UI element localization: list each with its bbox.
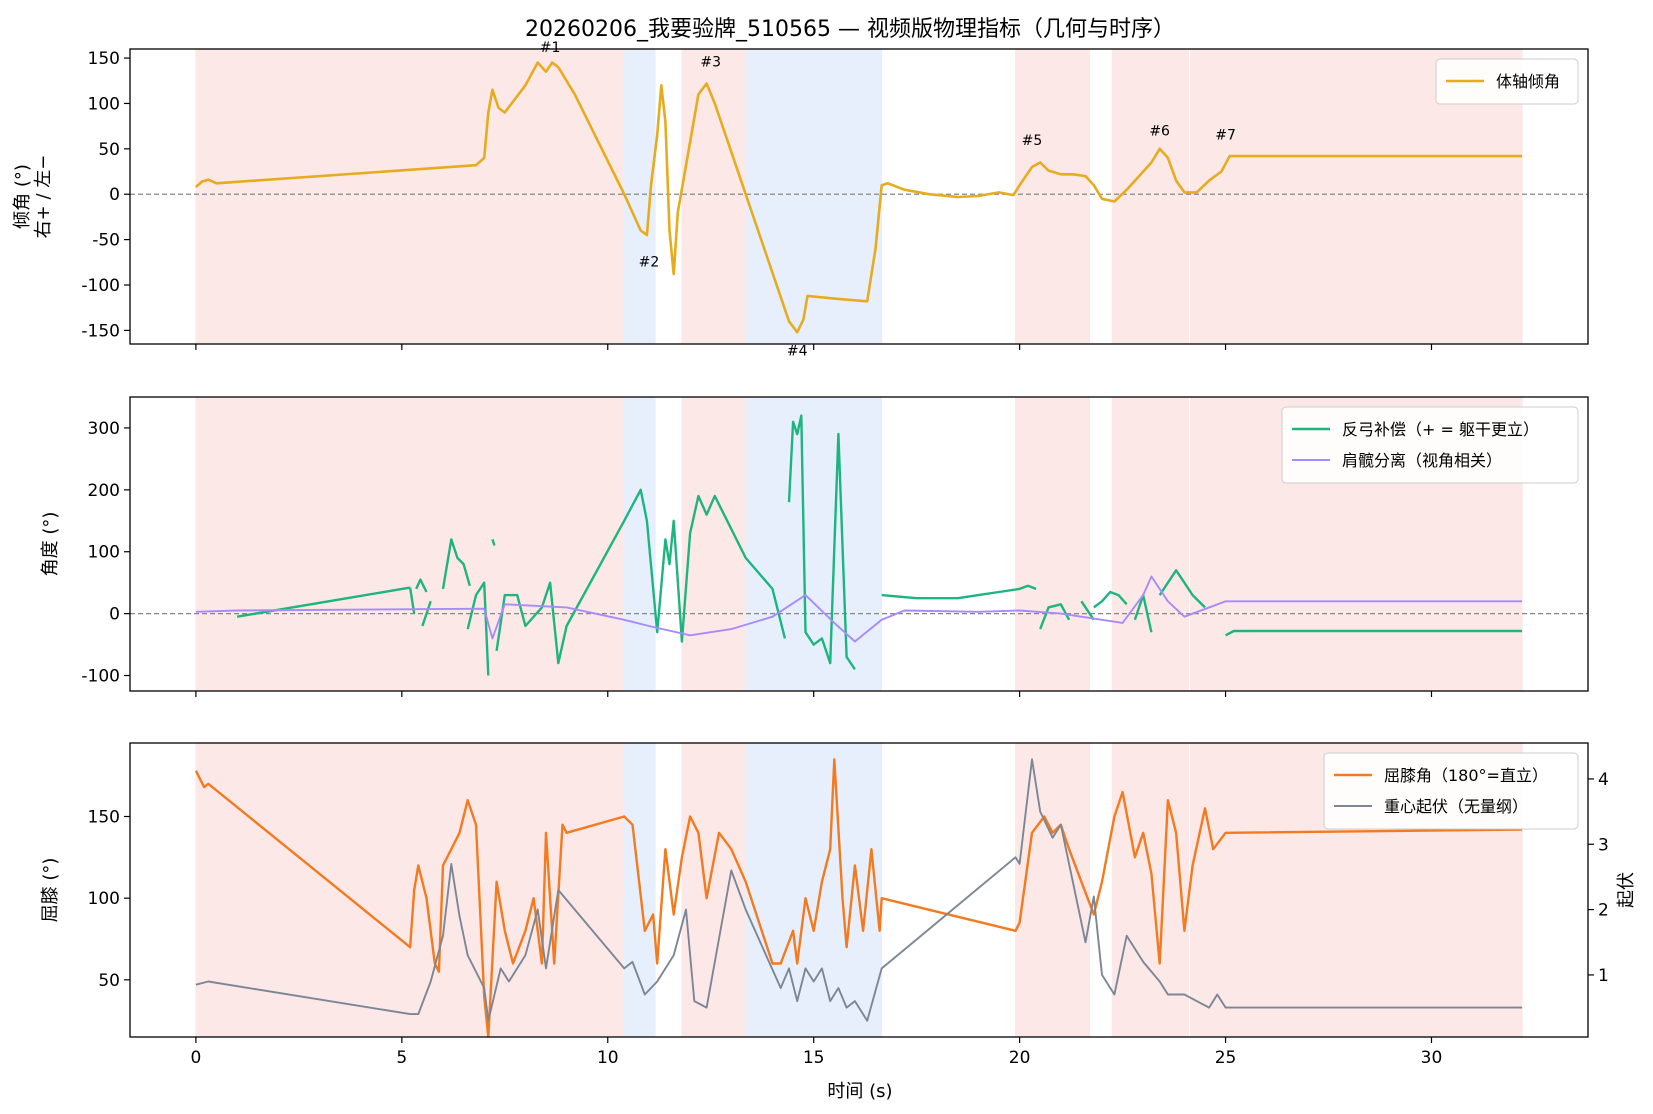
x-axis-label: 时间 (s) [827, 1081, 892, 1102]
series-1-line-0 [236, 586, 411, 618]
phase-band-3 [745, 48, 883, 345]
y-tick-label: 0 [109, 605, 120, 625]
x-tick-label: 0 [190, 1048, 201, 1068]
series-1-line-0 [195, 61, 1523, 334]
series-1-line-7 [495, 488, 787, 665]
phase-band-1 [623, 396, 656, 692]
series-2-line-0 [195, 758, 1523, 1022]
y2-tick-label: 2 [1598, 901, 1609, 921]
y-tick-label: 100 [88, 889, 120, 909]
y-tick-label: 0 [109, 185, 120, 205]
phase-band-0 [195, 396, 625, 692]
y-axis-label: 屈膝 (°) [40, 858, 61, 923]
y2-tick-label: 1 [1598, 966, 1609, 986]
series-1-line-9 [881, 584, 1037, 600]
x-tick-label: 20 [1009, 1048, 1031, 1068]
y-tick-label: 50 [98, 140, 120, 160]
series-1-line-2 [415, 578, 428, 593]
peak-annotation: #7 [1215, 127, 1236, 143]
phase-band-2 [681, 742, 747, 1038]
phase-band-2 [681, 48, 747, 345]
y-tick-label: -100 [81, 276, 120, 296]
panel-1: -150 -100 -50 0 50 100 150 倾角 (°) 右+ / 左− #1 #2 #3 #… [12, 40, 1589, 359]
legend-box [1323, 752, 1579, 830]
phase-band-3 [745, 742, 883, 1038]
chart-title: 20260206_我要验牌_510565 — 视频版物理指标（几何与时序） [525, 17, 1175, 42]
y-tick-label: -100 [81, 667, 120, 687]
phase-band-4 [1015, 48, 1091, 345]
phase-band-2 [681, 396, 747, 692]
phase-band-0 [195, 48, 625, 345]
y-axis-label: 右+ / 左− [33, 155, 54, 239]
y2-tick-label: 3 [1598, 835, 1609, 855]
series-2-line-0 [195, 575, 1523, 643]
peak-annotation: #4 [787, 343, 808, 359]
phase-band-5 [1111, 396, 1189, 692]
y-tick-label: 100 [88, 543, 120, 563]
y-tick-label: 150 [88, 808, 120, 828]
series-1-line-3 [421, 600, 432, 627]
legend: 屈膝角（180°=直立） 重心起伏（无量纲） [1323, 752, 1579, 830]
y-tick-label: 100 [88, 94, 120, 114]
legend-label: 屈膝角（180°=直立） [1384, 766, 1548, 785]
series-1-line-5 [466, 581, 490, 676]
legend-box [1435, 58, 1579, 105]
y2-tick-label: 4 [1598, 770, 1609, 790]
series-1-line-6 [491, 539, 496, 546]
legend-box [1281, 406, 1579, 484]
legend-label: 重心起伏（无量纲） [1384, 797, 1528, 816]
x-tick-label: 10 [597, 1048, 619, 1068]
y-tick-label: -50 [92, 231, 120, 251]
series-1-line-0 [194, 758, 1523, 1037]
series-1-line-10 [1039, 603, 1071, 630]
axes-frame [129, 742, 1589, 1038]
series-1-line-14 [1158, 569, 1206, 609]
peak-annotation: #2 [639, 254, 660, 270]
panel-3: 0 5 10 15 20 25 30 50 100 150 1 2 3 4 起伏 屈膝 (°) 屈膝角（180°… [40, 742, 1637, 1068]
panel-2: -100 0 100 200 300 角度 (°) 反弓补偿（+ = 躯干更立） 肩髋分离（视… [40, 396, 1589, 697]
peak-annotation: #3 [700, 55, 721, 71]
legend-label: 肩髋分离（视角相关） [1342, 451, 1502, 470]
peak-annotation: #5 [1022, 133, 1043, 149]
phase-band-4 [1015, 742, 1091, 1038]
axes-frame [129, 396, 1589, 692]
peak-annotation: #1 [540, 40, 561, 56]
phase-band-0 [195, 742, 625, 1038]
legend: 体轴倾角 [1435, 58, 1579, 105]
y-tick-label: 200 [88, 481, 120, 501]
phase-band-5 [1111, 48, 1189, 345]
legend-label: 体轴倾角 [1496, 72, 1560, 91]
series-1-line-8 [787, 414, 856, 670]
axes-frame [129, 48, 1589, 345]
legend: 反弓补偿（+ = 躯干更立） 肩髋分离（视角相关） [1281, 406, 1579, 484]
peak-annotation: #6 [1149, 124, 1170, 140]
legend-label: 反弓补偿（+ = 躯干更立） [1342, 420, 1539, 439]
y-tick-label: -150 [81, 321, 120, 341]
y-tick-label: 50 [98, 971, 120, 991]
x-tick-label: 30 [1421, 1048, 1443, 1068]
phase-band-5 [1111, 742, 1189, 1038]
series-1-line-4 [441, 538, 471, 590]
x-tick-label: 25 [1215, 1048, 1237, 1068]
phase-band-3 [745, 396, 883, 692]
y-axis-label: 角度 (°) [40, 512, 61, 577]
series-1-line-15 [1225, 629, 1523, 637]
y-axis-label: 倾角 (°) [12, 164, 33, 229]
phase-band-4 [1015, 396, 1091, 692]
y-tick-label: 300 [88, 419, 120, 439]
x-tick-label: 15 [803, 1048, 825, 1068]
series-1-line-11 [1080, 600, 1095, 621]
series-1-line-12 [1093, 590, 1128, 609]
y2-axis-label: 起伏 [1616, 872, 1637, 908]
y-tick-label: 150 [88, 49, 120, 69]
x-tick-label: 5 [396, 1048, 407, 1068]
